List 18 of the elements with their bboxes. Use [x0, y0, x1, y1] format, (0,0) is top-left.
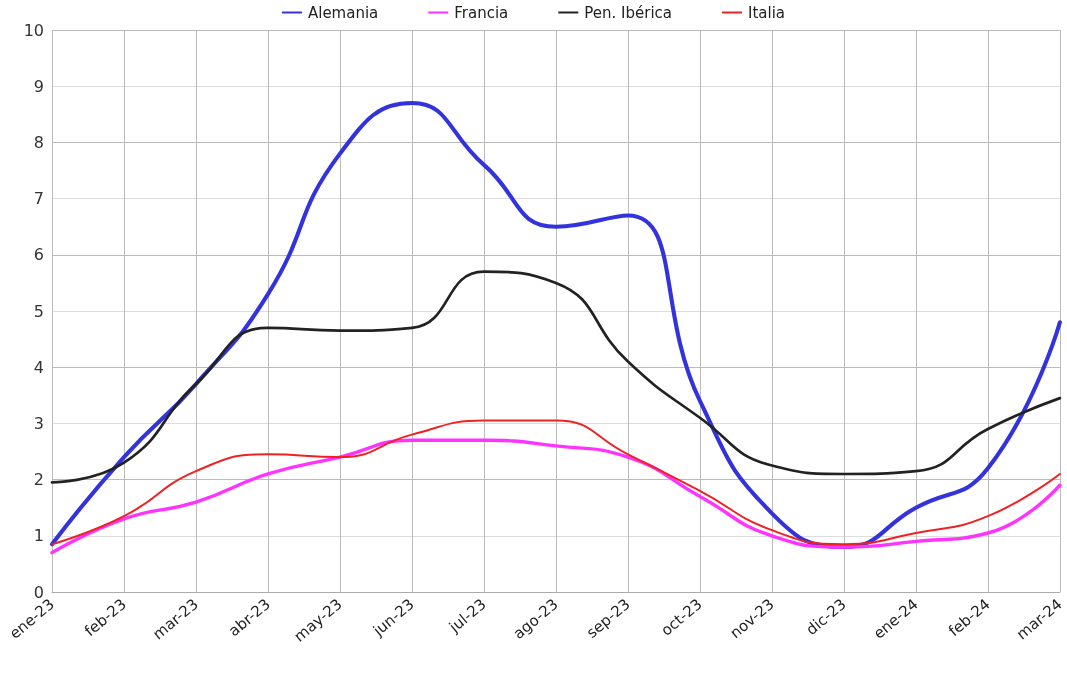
y-tick-label: 7 — [33, 189, 44, 209]
line-series — [51, 419, 1061, 546]
y-tick-label: 6 — [33, 245, 44, 265]
y-tick-label: 4 — [33, 357, 44, 377]
y-tick-label: 0 — [33, 582, 44, 602]
line-series — [50, 270, 1062, 484]
legend-label: Pen. Ibérica — [584, 3, 673, 22]
line-series — [50, 438, 1062, 555]
y-tick-label: 5 — [33, 301, 44, 321]
legend-label: Alemania — [307, 3, 379, 22]
legend-label: Francia — [454, 3, 509, 22]
y-tick-label: 2 — [33, 470, 44, 490]
y-tick-label: 9 — [33, 76, 44, 96]
y-tick-label: 3 — [33, 413, 44, 433]
y-tick-label: 1 — [33, 526, 44, 546]
y-tick-label: 10 — [23, 20, 44, 40]
legend-label: Italia — [748, 3, 786, 22]
y-tick-label: 8 — [33, 132, 44, 152]
